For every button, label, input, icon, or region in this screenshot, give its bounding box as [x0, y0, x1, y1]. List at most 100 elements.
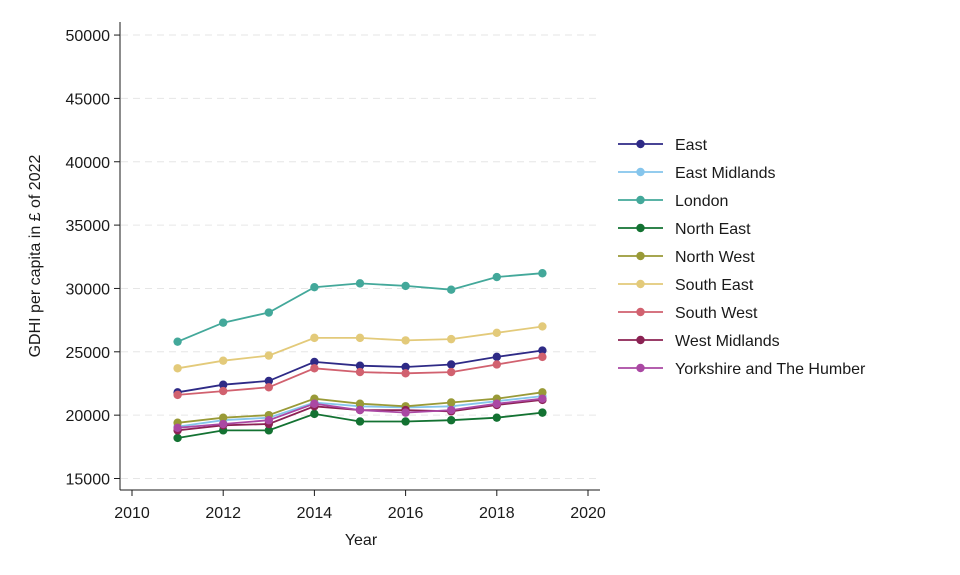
data-point — [447, 360, 456, 369]
data-point — [447, 398, 456, 407]
legend-label: West Midlands — [675, 333, 780, 350]
data-point — [401, 408, 410, 417]
x-tick-label: 2016 — [388, 505, 424, 522]
data-point — [264, 426, 273, 435]
y-tick-label: 25000 — [66, 345, 111, 362]
data-point — [219, 386, 228, 396]
data-point — [219, 413, 228, 422]
data-point — [492, 352, 501, 362]
legend-item: South West — [618, 305, 758, 322]
x-tick-label: 2020 — [570, 505, 606, 522]
data-point — [355, 405, 365, 415]
data-point — [355, 417, 365, 426]
data-point — [355, 361, 365, 370]
y-axis-ticks: 15000 20000 25000 30000 35000 40000 45000 50000 — [66, 28, 120, 489]
legend-label: South West — [675, 305, 758, 322]
y-tick-label: 15000 — [66, 472, 111, 489]
y-tick-label: 20000 — [66, 408, 111, 425]
legend-item: East Midlands — [618, 165, 776, 182]
y-tick-label: 40000 — [66, 155, 111, 172]
data-point — [492, 399, 501, 408]
legend-swatch-marker — [636, 363, 645, 373]
data-point — [355, 399, 365, 408]
data-point — [538, 388, 547, 397]
data-point — [173, 337, 182, 346]
x-axis-ticks: 2010 2012 2014 2016 2018 2020 — [114, 490, 606, 522]
data-point — [538, 352, 547, 362]
data-point — [538, 394, 547, 403]
data-point — [538, 269, 547, 278]
legend-item: East — [618, 137, 708, 154]
series-london — [173, 269, 547, 346]
legend-label: East — [675, 137, 708, 154]
data-point — [355, 279, 365, 288]
data-point — [447, 405, 456, 415]
legend-swatch-marker — [636, 335, 645, 345]
data-point — [310, 282, 319, 292]
axes — [119, 22, 600, 491]
legend-item: West Midlands — [618, 333, 780, 350]
legend-label: North East — [675, 221, 751, 238]
data-point — [492, 272, 501, 282]
data-point — [310, 409, 319, 419]
series-south-west — [173, 352, 547, 400]
legend-swatch-marker — [636, 139, 645, 149]
data-point — [173, 433, 182, 443]
y-axis-title: GDHI per capita in £ of 2022 — [27, 155, 44, 358]
data-point — [219, 380, 228, 389]
data-point — [219, 356, 228, 365]
data-point — [401, 417, 410, 426]
data-point — [538, 322, 547, 331]
legend-item: North West — [618, 249, 755, 266]
series-layer — [173, 269, 547, 443]
y-tick-label: 50000 — [66, 28, 111, 45]
data-point — [355, 333, 365, 343]
data-point — [401, 336, 410, 345]
legend-label: North West — [675, 249, 755, 266]
data-point — [447, 285, 456, 294]
data-point — [310, 333, 319, 343]
data-point — [538, 408, 547, 417]
x-tick-label: 2010 — [114, 505, 150, 522]
legend-item: South East — [618, 277, 754, 294]
data-point — [447, 367, 456, 377]
legend: East East Midlands London North East North W… — [618, 137, 866, 378]
data-point — [310, 364, 319, 373]
legend-label: East Midlands — [675, 165, 776, 182]
data-point — [173, 423, 182, 433]
legend-swatch-marker — [636, 279, 645, 289]
data-point — [447, 416, 456, 425]
series-yorkshire-and-the-humber — [173, 394, 547, 433]
legend-swatch-marker — [636, 307, 645, 317]
data-point — [310, 357, 319, 367]
data-point — [264, 383, 273, 392]
data-point — [492, 328, 501, 337]
x-tick-label: 2012 — [205, 505, 241, 522]
legend-swatch-marker — [636, 223, 645, 233]
data-point — [310, 399, 319, 408]
y-tick-label: 30000 — [66, 281, 111, 298]
data-point — [401, 369, 410, 378]
x-axis-title: Year — [345, 532, 378, 549]
data-point — [355, 367, 365, 377]
legend-swatch-marker — [636, 251, 645, 261]
legend-item: Yorkshire and The Humber — [618, 361, 866, 378]
data-point — [492, 413, 501, 422]
data-point — [219, 419, 228, 429]
y-tick-label: 35000 — [66, 218, 111, 235]
legend-swatch-marker — [636, 195, 645, 205]
data-point — [264, 308, 273, 317]
y-tick-label: 45000 — [66, 91, 111, 108]
data-point — [401, 281, 410, 291]
legend-label: Yorkshire and The Humber — [675, 361, 866, 378]
legend-swatch-marker — [636, 167, 645, 177]
data-point — [264, 376, 273, 386]
x-tick-label: 2014 — [297, 505, 333, 522]
data-point — [447, 334, 456, 344]
legend-item: North East — [618, 221, 751, 238]
data-point — [173, 364, 182, 373]
series-east — [173, 346, 547, 397]
legend-label: London — [675, 193, 728, 210]
legend-label: South East — [675, 277, 754, 294]
